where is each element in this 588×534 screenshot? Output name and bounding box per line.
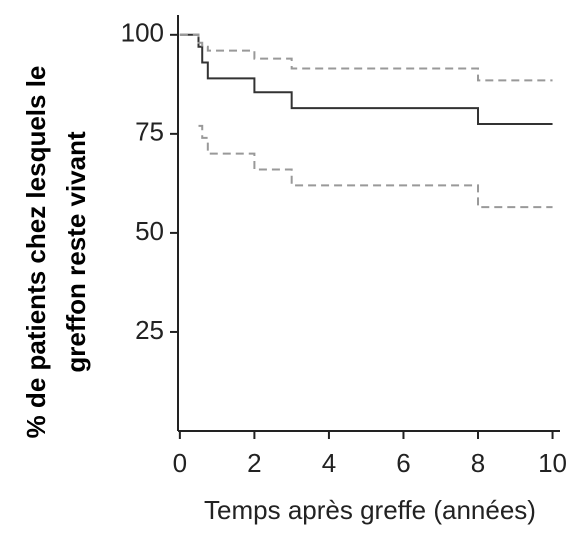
- y-tick-label: 50: [135, 216, 164, 246]
- y-tick-label: 100: [121, 18, 164, 48]
- x-tick-label: 4: [322, 448, 336, 478]
- y-axis-label: % de patients chez lesquels le: [21, 66, 51, 439]
- km-curve: [179, 33, 553, 82]
- x-tick-label: 0: [173, 448, 187, 478]
- y-axis-label: greffon reste vivant: [61, 131, 91, 373]
- y-tick-label: 75: [135, 117, 164, 147]
- x-tick-label: 6: [396, 448, 410, 478]
- x-tick-label: 8: [471, 448, 485, 478]
- y-tick-label: 25: [135, 315, 164, 345]
- x-axis-label: Temps après greffe (années): [204, 495, 536, 525]
- x-tick-label: 10: [538, 448, 567, 478]
- km-curve: [198, 124, 553, 209]
- km-curve: [179, 33, 553, 125]
- x-tick-label: 2: [247, 448, 261, 478]
